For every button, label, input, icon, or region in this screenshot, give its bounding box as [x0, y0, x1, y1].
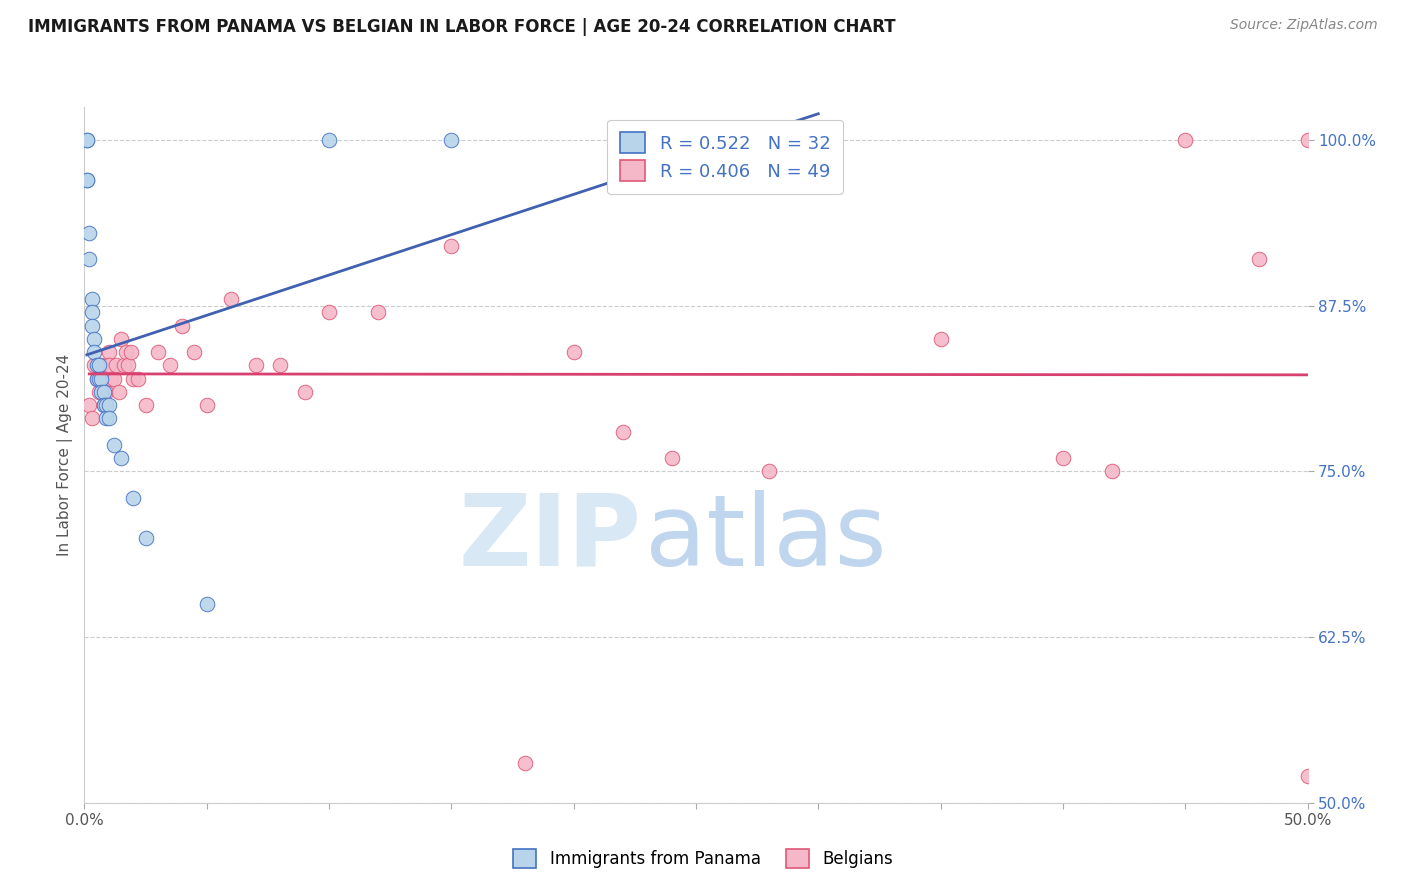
Point — [86, 372, 108, 386]
Point — [1247, 252, 1270, 267]
Point — [612, 133, 634, 147]
Point — [93, 372, 115, 386]
Point — [562, 345, 585, 359]
Point — [318, 133, 340, 147]
Point — [96, 384, 118, 399]
Point — [90, 359, 112, 373]
Point — [87, 372, 110, 386]
Point — [87, 384, 110, 399]
Point — [127, 372, 149, 386]
Point — [612, 425, 634, 439]
Point — [80, 292, 103, 306]
Text: IMMIGRANTS FROM PANAMA VS BELGIAN IN LABOR FORCE | AGE 20-24 CORRELATION CHART: IMMIGRANTS FROM PANAMA VS BELGIAN IN LAB… — [28, 18, 896, 36]
Point — [112, 359, 135, 373]
Point — [76, 133, 98, 147]
Point — [1174, 133, 1197, 147]
Point — [172, 318, 194, 333]
Point — [86, 359, 108, 373]
Point — [110, 332, 132, 346]
Point — [440, 133, 463, 147]
Point — [80, 411, 103, 425]
Point — [120, 345, 142, 359]
Point — [135, 531, 157, 545]
Point — [86, 372, 108, 386]
Point — [97, 345, 120, 359]
Point — [96, 411, 118, 425]
Point — [83, 359, 105, 373]
Point — [269, 359, 291, 373]
Point — [1101, 465, 1123, 479]
Point — [122, 372, 145, 386]
Point — [100, 372, 122, 386]
Point — [93, 398, 115, 412]
Point — [77, 398, 100, 412]
Point — [219, 292, 242, 306]
Legend: R = 0.522   N = 32, R = 0.406   N = 49: R = 0.522 N = 32, R = 0.406 N = 49 — [607, 120, 842, 194]
Point — [96, 398, 118, 412]
Point — [440, 239, 463, 253]
Point — [758, 465, 780, 479]
Point — [807, 133, 830, 147]
Legend: Immigrants from Panama, Belgians: Immigrants from Panama, Belgians — [506, 842, 900, 875]
Point — [117, 359, 139, 373]
Point — [83, 332, 105, 346]
Point — [195, 597, 218, 611]
Point — [76, 173, 98, 187]
Point — [90, 384, 112, 399]
Point — [97, 411, 120, 425]
Point — [146, 345, 169, 359]
Point — [80, 305, 103, 319]
Point — [87, 359, 110, 373]
Point — [80, 318, 103, 333]
Point — [103, 372, 125, 386]
Text: atlas: atlas — [644, 490, 886, 587]
Y-axis label: In Labor Force | Age 20-24: In Labor Force | Age 20-24 — [58, 354, 73, 556]
Point — [76, 133, 98, 147]
Point — [1296, 769, 1319, 783]
Point — [661, 451, 683, 466]
Point — [807, 133, 830, 147]
Point — [77, 226, 100, 240]
Point — [159, 359, 181, 373]
Point — [105, 359, 128, 373]
Point — [929, 332, 952, 346]
Point — [87, 359, 110, 373]
Point — [294, 384, 316, 399]
Point — [367, 305, 389, 319]
Point — [135, 398, 157, 412]
Point — [318, 305, 340, 319]
Point — [1052, 451, 1074, 466]
Point — [97, 398, 120, 412]
Point — [97, 359, 120, 373]
Point — [83, 345, 105, 359]
Point — [513, 756, 536, 770]
Point — [107, 384, 129, 399]
Text: ZIP: ZIP — [458, 490, 641, 587]
Point — [93, 384, 115, 399]
Point — [110, 451, 132, 466]
Point — [90, 372, 112, 386]
Point — [183, 345, 205, 359]
Point — [93, 398, 115, 412]
Text: Source: ZipAtlas.com: Source: ZipAtlas.com — [1230, 18, 1378, 32]
Point — [115, 345, 138, 359]
Point — [1296, 133, 1319, 147]
Point — [77, 252, 100, 267]
Point — [122, 491, 145, 505]
Point — [245, 359, 267, 373]
Point — [195, 398, 218, 412]
Point — [103, 438, 125, 452]
Point — [76, 173, 98, 187]
